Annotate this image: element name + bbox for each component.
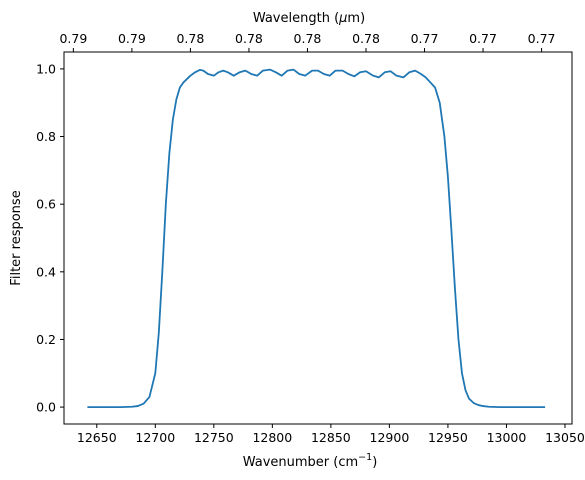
x-tick-label: 12750 xyxy=(194,430,234,445)
x-tick-label: 12850 xyxy=(311,430,351,445)
top-tick-label: 0.78 xyxy=(235,31,263,46)
top-tick-label: 0.78 xyxy=(294,31,322,46)
y-tick-label: 0.0 xyxy=(36,400,56,415)
y-tick-label: 0.6 xyxy=(36,197,56,212)
top-tick-label: 0.78 xyxy=(352,31,380,46)
top-axis-title-mu: μ xyxy=(338,11,347,26)
top-tick-label: 0.77 xyxy=(528,31,556,46)
x-axis-title: Wavenumber (cm−1) xyxy=(243,452,378,470)
x-tick-label: 12700 xyxy=(135,430,175,445)
y-tick-label: 0.4 xyxy=(36,264,56,279)
top-tick-label: 0.79 xyxy=(118,31,146,46)
x-tick-label: 12650 xyxy=(77,430,117,445)
x-tick-label: 13000 xyxy=(487,430,527,445)
top-axis-title: Wavelength (μm) xyxy=(253,11,365,26)
x-tick-label: 12900 xyxy=(370,430,410,445)
top-tick-label: 0.78 xyxy=(176,31,204,46)
y-tick-label: 0.8 xyxy=(36,129,56,144)
y-tick-label: 1.0 xyxy=(36,61,56,76)
plot-area xyxy=(63,51,573,425)
series-layer xyxy=(87,68,546,408)
top-tick-label: 0.77 xyxy=(411,31,439,46)
top-tick-label: 0.79 xyxy=(59,31,87,46)
x-tick-label: 13050 xyxy=(545,430,585,445)
top-axis-ticks: 0.79 0.79 0.78 0.78 0.78 0.78 0.77 0.77 0.77 xyxy=(59,31,555,52)
x-axis-ticks: 12650 12700 12750 12800 12850 12900 12950 13000… xyxy=(77,424,585,445)
y-axis-title: Filter response xyxy=(9,190,24,285)
plot-frame xyxy=(63,51,573,425)
filter-response-line xyxy=(87,68,546,408)
x-axis-title-superscript: −1 xyxy=(358,452,372,463)
y-tick-label: 0.2 xyxy=(36,332,56,347)
x-tick-label: 12800 xyxy=(252,430,292,445)
y-axis-ticks: 0.0 0.2 0.4 0.6 0.8 1.0 xyxy=(36,61,64,415)
x-tick-label: 12950 xyxy=(428,430,468,445)
top-tick-label: 0.77 xyxy=(469,31,497,46)
